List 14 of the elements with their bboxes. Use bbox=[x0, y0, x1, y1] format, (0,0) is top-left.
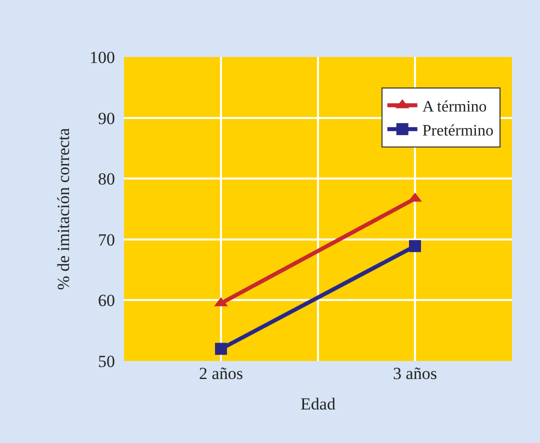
x-tick-label: 3 años bbox=[393, 364, 437, 383]
point bbox=[215, 342, 227, 355]
y-tick-label: 50 bbox=[98, 352, 115, 371]
y-tick-label: 70 bbox=[98, 230, 115, 250]
y-tick-label: 100 bbox=[90, 48, 115, 67]
y-tick-label: 60 bbox=[98, 291, 115, 310]
y-tick-label: 80 bbox=[98, 170, 115, 189]
x-tick-label: 2 años bbox=[199, 364, 243, 383]
point bbox=[409, 240, 421, 252]
y-tick-label: 90 bbox=[98, 108, 115, 128]
y-axis-title: % de imitación correcta bbox=[54, 128, 74, 290]
legend-label: A término bbox=[422, 98, 487, 116]
legend-label: Pretérmino bbox=[422, 122, 494, 140]
x-axis-title: Edad bbox=[300, 394, 336, 414]
